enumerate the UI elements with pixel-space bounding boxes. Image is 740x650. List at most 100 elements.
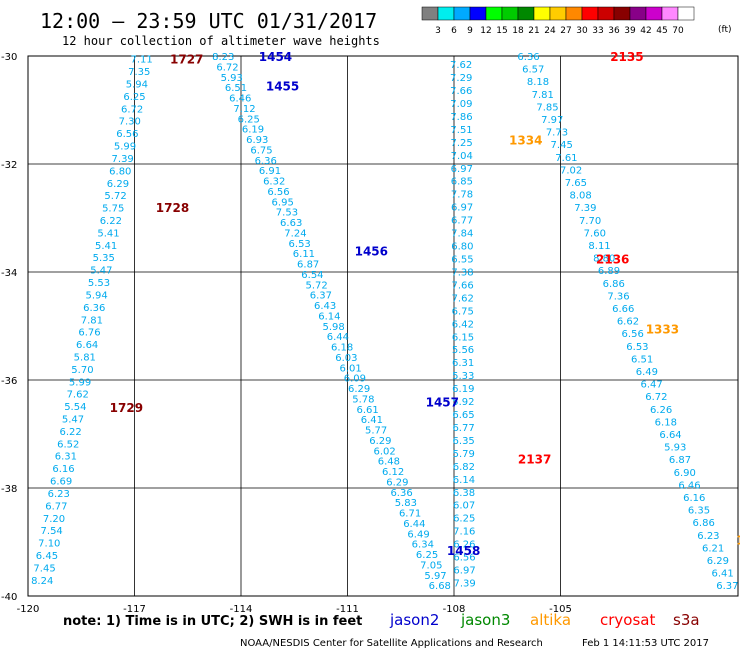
colorbar-swatch bbox=[469, 6, 487, 21]
track-jason2: 8.236.725.936.516.467.126.256.196.936.75… bbox=[212, 52, 451, 592]
wave-height-value: 7.70 bbox=[579, 216, 601, 227]
x-tick-label: -120 bbox=[17, 604, 40, 615]
wave-height-value: 6.87 bbox=[669, 455, 691, 466]
wave-height-value: 6.44 bbox=[403, 519, 425, 530]
wave-height-value: 6.56 bbox=[622, 329, 644, 340]
wave-height-value: 6.47 bbox=[640, 380, 662, 391]
colorbar-swatch bbox=[629, 6, 647, 21]
wave-height-value: 6.56 bbox=[116, 129, 138, 140]
wave-height-value: 8.24 bbox=[31, 576, 53, 587]
footer-credit: NOAA/NESDIS Center for Satellite Applica… bbox=[240, 638, 543, 649]
wave-height-value: 6.64 bbox=[76, 340, 98, 351]
wave-height-value: 6.75 bbox=[250, 145, 272, 156]
wave-height-value: 5.41 bbox=[95, 241, 117, 252]
wave-height-value: 6.41 bbox=[711, 569, 733, 580]
wave-height-value: 6.14 bbox=[318, 311, 340, 322]
colorbar-swatch bbox=[677, 6, 695, 21]
plot-frame bbox=[27, 55, 739, 597]
time-label: 1457 bbox=[426, 396, 459, 410]
chart-title: 12:00 – 23:59 UTC 01/31/2017 bbox=[40, 9, 377, 33]
satellite-legend: jason2 jason3 altika cryosat s3a bbox=[389, 611, 700, 629]
legend-item-cryosat: cryosat bbox=[600, 611, 655, 629]
wave-height-value: 6.25 bbox=[416, 550, 438, 561]
wave-height-value: 6.53 bbox=[626, 342, 648, 353]
wave-height-value: 6.25 bbox=[123, 92, 145, 103]
wave-height-value: 6.29 bbox=[707, 556, 729, 567]
wave-height-value: 7.24 bbox=[284, 228, 306, 239]
wave-height-value: 5.70 bbox=[71, 365, 93, 376]
wave-height-value: 7.09 bbox=[450, 99, 472, 110]
time-label: 1334 bbox=[509, 134, 542, 148]
wave-height-value: 6.35 bbox=[688, 506, 710, 517]
track-s3a: 7.117.355.946.256.727.306.565.997.396.80… bbox=[31, 55, 153, 587]
wave-height-value: 7.85 bbox=[536, 102, 558, 113]
wave-height-value: 7.29 bbox=[450, 73, 472, 84]
wave-height-value: 6.68 bbox=[429, 581, 451, 592]
wave-height-value: 5.77 bbox=[365, 426, 387, 437]
wave-height-value: 6.22 bbox=[59, 427, 81, 438]
wave-height-value: 6.41 bbox=[361, 415, 383, 426]
colorbar-swatch bbox=[437, 6, 455, 21]
wave-height-value: 6.23 bbox=[48, 489, 70, 500]
wave-height-value: 6.56 bbox=[267, 187, 289, 198]
colorbar-label: 45 bbox=[656, 26, 667, 36]
wave-height-value: 6.52 bbox=[57, 439, 79, 450]
colorbar-swatch bbox=[421, 6, 439, 21]
footer-timestamp: Feb 1 14:11:53 UTC 2017 bbox=[582, 638, 709, 649]
footer-note: note: 1) Time is in UTC; 2) SWH is in fe… bbox=[63, 614, 362, 629]
colorbar-label: 12 bbox=[480, 26, 491, 36]
wave-height-value: 6.23 bbox=[697, 531, 719, 542]
wave-height-value: 6.29 bbox=[386, 477, 408, 488]
wave-height-value: 5.92 bbox=[452, 397, 474, 408]
wave-height-value: 6.90 bbox=[674, 468, 696, 479]
wave-height-value: 5.79 bbox=[453, 449, 475, 460]
wave-height-value: 6.65 bbox=[452, 410, 474, 421]
wave-height-value: 6.29 bbox=[348, 384, 370, 395]
wave-height-value: 6.51 bbox=[225, 83, 247, 94]
colorbar-swatch bbox=[485, 6, 503, 21]
y-tick-label: -34 bbox=[1, 268, 17, 279]
chart-subtitle: 12 hour collection of altimeter wave hei… bbox=[62, 34, 380, 48]
wave-height-value: 7.60 bbox=[584, 228, 606, 239]
wave-height-value: 6.97 bbox=[451, 203, 473, 214]
wave-height-value: 6.26 bbox=[453, 540, 475, 551]
wave-height-value: 5.97 bbox=[424, 571, 446, 582]
wave-height-value: 6.72 bbox=[645, 392, 667, 403]
wave-height-value: 7.66 bbox=[451, 280, 473, 291]
wave-height-value: 5.99 bbox=[114, 142, 136, 153]
wave-height-value: 7.10 bbox=[38, 539, 60, 550]
colorbar-label: 24 bbox=[544, 26, 556, 36]
wave-height-value: 6.37 bbox=[310, 291, 332, 302]
wave-height-value: 6.77 bbox=[451, 216, 473, 227]
wave-height-value: 6.44 bbox=[327, 332, 349, 343]
wave-height-value: 7.16 bbox=[453, 527, 475, 538]
colorbar-swatch bbox=[453, 6, 471, 21]
wave-height-value: 6.36 bbox=[83, 303, 105, 314]
wave-height-value: 6.56 bbox=[453, 553, 475, 564]
wave-height-value: 6.61 bbox=[356, 405, 378, 416]
wave-height-value: 6.43 bbox=[314, 301, 336, 312]
colorbar-swatch bbox=[597, 6, 615, 21]
wave-height-value: 7.39 bbox=[454, 579, 476, 590]
wave-height-value: 5.75 bbox=[102, 204, 124, 215]
wave-height-value: 6.75 bbox=[452, 306, 474, 317]
wave-height-value: 6.66 bbox=[612, 304, 634, 315]
wave-height-value: 7.45 bbox=[33, 563, 55, 574]
wave-height-value: 6.86 bbox=[693, 518, 715, 529]
wave-height-value: 7.05 bbox=[420, 560, 442, 571]
colorbar-label: 3 bbox=[435, 26, 441, 36]
colorbar-label: 33 bbox=[592, 26, 603, 36]
wave-height-value: 7.20 bbox=[43, 514, 65, 525]
legend-item-s3a: s3a bbox=[673, 611, 700, 629]
wave-height-value: 7.30 bbox=[119, 117, 141, 128]
wave-height-value: 5.72 bbox=[306, 280, 328, 291]
wave-height-value: 5.47 bbox=[90, 266, 112, 277]
wave-height-value: 6.37 bbox=[716, 581, 738, 592]
wave-height-value: 6.62 bbox=[617, 317, 639, 328]
x-tick-label: -108 bbox=[443, 604, 466, 615]
wave-height-value: 5.72 bbox=[104, 191, 126, 202]
colorbar-label: 70 bbox=[672, 26, 684, 36]
wave-height-value: 6.42 bbox=[452, 319, 474, 330]
wave-height-value: 7.81 bbox=[81, 315, 103, 326]
